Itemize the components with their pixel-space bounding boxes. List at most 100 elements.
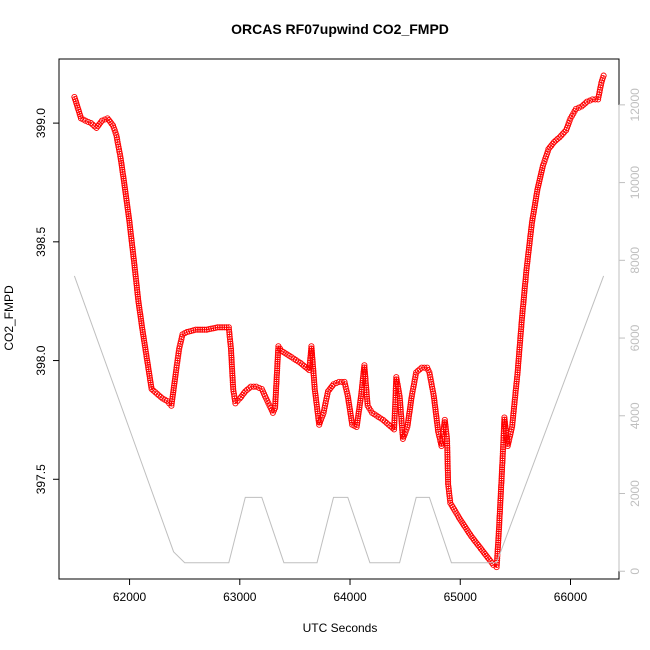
data-point [131, 266, 138, 273]
data-point [512, 387, 519, 394]
data-point [227, 345, 235, 352]
data-point [333, 380, 340, 387]
data-point [309, 359, 316, 366]
data-point [398, 417, 405, 424]
data-point [398, 413, 405, 420]
data-point [519, 303, 527, 310]
data-point [125, 210, 132, 218]
data-point [362, 382, 370, 389]
data-point [391, 415, 398, 422]
data-point [497, 497, 504, 504]
data-point [517, 328, 524, 335]
data-point [398, 415, 405, 422]
data-point [361, 364, 368, 371]
data-point [510, 410, 517, 417]
data-point [310, 372, 317, 379]
data-point [308, 343, 315, 350]
data-point [502, 423, 509, 430]
data-point [523, 269, 530, 276]
data-point [308, 350, 316, 357]
data-point [496, 506, 504, 513]
data-point [214, 324, 221, 331]
data-point [433, 413, 440, 420]
data-point [495, 535, 502, 542]
data-point [444, 451, 451, 458]
data-point [125, 213, 132, 220]
data-point [120, 175, 127, 182]
data-point [508, 426, 515, 433]
data-point [127, 226, 134, 233]
data-point [502, 425, 509, 432]
data-point [354, 415, 361, 422]
data-point [309, 361, 316, 368]
data-point [364, 395, 371, 402]
data-point [124, 206, 131, 213]
data-point [363, 393, 370, 400]
data-point [444, 462, 451, 470]
data-point [443, 435, 451, 442]
data-point [498, 484, 505, 491]
data-point [346, 401, 353, 408]
data-point [509, 419, 516, 426]
data-point [315, 412, 322, 419]
data-point [550, 139, 558, 146]
data-point [494, 548, 501, 555]
data-point [150, 387, 157, 394]
data-point [431, 399, 438, 406]
data-point [498, 468, 505, 475]
data-point [511, 403, 518, 410]
data-point [274, 358, 281, 365]
data-point [228, 354, 235, 361]
data-point [124, 204, 131, 211]
data-point [123, 195, 130, 202]
data-point [117, 157, 125, 164]
data-point [406, 406, 413, 413]
data-point [391, 426, 398, 433]
data-point [397, 411, 405, 418]
data-point [519, 307, 526, 315]
data-point [446, 495, 453, 502]
data-point [309, 352, 316, 359]
x-axis-label: UTC Seconds [303, 621, 378, 635]
data-point [525, 246, 532, 254]
data-point [496, 517, 503, 524]
y2-tick-label: 8000 [628, 247, 642, 274]
data-point [497, 504, 504, 511]
data-point [554, 135, 561, 142]
data-point [529, 217, 536, 224]
data-point [511, 398, 518, 406]
data-point [145, 364, 152, 371]
data-point [444, 458, 451, 465]
data-point [272, 404, 279, 412]
data-point [129, 242, 136, 249]
data-point [355, 408, 362, 415]
data-point [272, 393, 279, 401]
data-point [528, 224, 535, 231]
data-point [314, 406, 321, 413]
data-point [522, 274, 529, 281]
data-point [531, 202, 538, 209]
data-point [361, 362, 368, 369]
data-point [132, 273, 139, 280]
data-point [522, 271, 530, 278]
data-point [354, 417, 361, 424]
data-point [132, 275, 139, 282]
data-point [219, 324, 226, 331]
data-point [514, 373, 521, 381]
data-point [125, 215, 133, 222]
data-point [155, 392, 162, 399]
data-point [135, 300, 142, 307]
data-point [133, 282, 140, 289]
data-point [495, 539, 502, 546]
data-point [445, 485, 452, 492]
chart-title: ORCAS RF07upwind CO2_FMPD [231, 21, 449, 37]
data-point [494, 557, 501, 564]
data-point [144, 357, 151, 364]
data-point [533, 193, 540, 200]
data-point [356, 406, 363, 413]
data-point [501, 414, 508, 421]
data-point [431, 395, 438, 402]
data-point [496, 519, 503, 526]
data-point [525, 244, 533, 251]
data-point [518, 319, 525, 326]
